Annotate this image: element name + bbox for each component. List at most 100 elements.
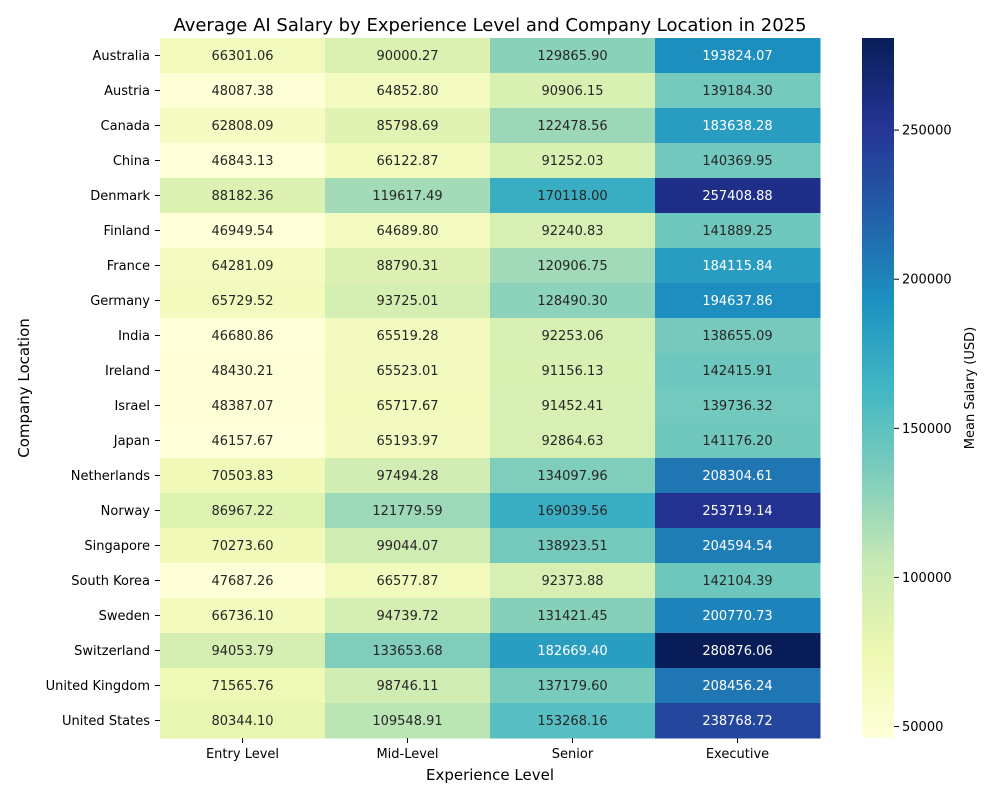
cell-value-label: 91252.03 [541, 154, 603, 169]
y-tick-label: Switzerland [74, 644, 150, 659]
heatmap-cell [325, 213, 491, 249]
cell-value-label: 139184.30 [702, 84, 772, 99]
cell-value-label: 48087.38 [211, 84, 273, 99]
heatmap-cell [490, 108, 656, 144]
heatmap-cell [160, 283, 326, 319]
cell-value-label: 193824.07 [702, 49, 772, 64]
cell-value-label: 46157.67 [211, 434, 273, 449]
heatmap-cell [325, 493, 491, 529]
heatmap-cell [655, 318, 821, 354]
heatmap-cell [160, 423, 326, 459]
cell-value-label: 85798.69 [376, 119, 438, 134]
heatmap-cell [655, 423, 821, 459]
cell-value-label: 170118.00 [537, 189, 607, 204]
heatmap-cell [160, 633, 326, 669]
heatmap-cell [655, 38, 821, 74]
x-tick-label: Entry Level [206, 747, 279, 762]
heatmap-cell [160, 528, 326, 564]
cell-value-label: 109548.91 [372, 714, 442, 729]
heatmap-cell [160, 318, 326, 354]
cell-value-label: 88182.36 [211, 189, 273, 204]
heatmap-cell [655, 528, 821, 564]
y-tick-label: Finland [104, 224, 150, 239]
cell-value-label: 194637.86 [702, 294, 772, 309]
cell-value-label: 65523.01 [376, 364, 438, 379]
colorbar-tick-label: 250000 [902, 124, 952, 139]
cell-value-label: 184115.84 [702, 259, 772, 274]
cell-value-label: 70273.60 [211, 539, 273, 554]
heatmap-cell [490, 703, 656, 739]
heatmap-cell [490, 213, 656, 249]
heatmap-cell [160, 458, 326, 494]
heatmap-cell [160, 353, 326, 389]
cell-value-label: 90000.27 [376, 49, 438, 64]
heatmap-cell [325, 703, 491, 739]
cell-value-label: 119617.49 [372, 189, 442, 204]
heatmap-cell [490, 633, 656, 669]
heatmap-cell [325, 73, 491, 109]
heatmap-cell [490, 143, 656, 179]
heatmap-cell [325, 668, 491, 704]
cell-value-label: 93725.01 [376, 294, 438, 309]
cell-value-label: 47687.26 [211, 574, 273, 589]
heatmap-cell [325, 388, 491, 424]
heatmap-cell [490, 73, 656, 109]
cell-value-label: 62808.09 [211, 119, 273, 134]
heatmap-cell [655, 143, 821, 179]
cell-value-label: 94053.79 [211, 644, 273, 659]
cell-value-label: 71565.76 [211, 679, 273, 694]
heatmap-cell [490, 458, 656, 494]
cell-value-label: 141176.20 [702, 434, 772, 449]
heatmap-cell [655, 73, 821, 109]
cell-value-label: 65729.52 [211, 294, 273, 309]
cell-value-label: 204594.54 [702, 539, 772, 554]
heatmap-cell [490, 563, 656, 599]
cell-value-label: 142104.39 [702, 574, 772, 589]
cell-value-label: 169039.56 [537, 504, 607, 519]
heatmap-cell [490, 38, 656, 74]
x-tick-label: Executive [706, 747, 769, 762]
y-tick-label: France [107, 259, 150, 274]
y-tick-label: Norway [101, 504, 151, 519]
y-tick-label: Denmark [90, 189, 150, 204]
heatmap-cell [655, 388, 821, 424]
y-tick-label: South Korea [71, 574, 150, 589]
colorbar-tick-label: 200000 [902, 273, 952, 288]
cell-value-label: 208456.24 [702, 679, 772, 694]
cell-value-label: 200770.73 [702, 609, 772, 624]
colorbar-label: Mean Salary (USD) [963, 327, 978, 449]
cell-value-label: 140369.95 [702, 154, 772, 169]
cell-value-label: 92253.06 [541, 329, 603, 344]
y-axis: Australia Austria Canada China Denmark Finlan… [46, 49, 160, 729]
heatmap-cell [160, 178, 326, 214]
cell-value-label: 65519.28 [376, 329, 438, 344]
cell-value-label: 133653.68 [372, 644, 442, 659]
heatmap-cell [655, 598, 821, 634]
cell-value-label: 64689.80 [376, 224, 438, 239]
y-tick-label: Ireland [105, 364, 150, 379]
cell-value-label: 92240.83 [541, 224, 603, 239]
cell-value-label: 92373.88 [541, 574, 603, 589]
cell-value-label: 182669.40 [537, 644, 607, 659]
heatmap-cell [655, 633, 821, 669]
y-tick-label: United Kingdom [46, 679, 150, 694]
x-tick-label: Senior [552, 747, 594, 762]
cell-value-label: 88790.31 [376, 259, 438, 274]
heatmap-cell [325, 423, 491, 459]
cell-value-label: 66736.10 [211, 609, 273, 624]
colorbar-ticks: 50000 100000 150000 200000 250000 [894, 124, 952, 735]
heatmap-cell [490, 283, 656, 319]
cell-value-label: 91156.13 [541, 364, 603, 379]
cell-value-label: 48387.07 [211, 399, 273, 414]
y-tick-label: India [118, 329, 150, 344]
cell-value-label: 137179.60 [537, 679, 607, 694]
heatmap-cell [655, 178, 821, 214]
cell-value-label: 121779.59 [372, 504, 442, 519]
y-tick-label: Austria [104, 84, 150, 99]
cell-value-label: 183638.28 [702, 119, 772, 134]
heatmap-cell [325, 248, 491, 284]
cell-value-label: 131421.45 [537, 609, 607, 624]
cell-value-label: 129865.90 [537, 49, 607, 64]
cell-value-label: 98746.11 [376, 679, 438, 694]
heatmap-cell [325, 283, 491, 319]
